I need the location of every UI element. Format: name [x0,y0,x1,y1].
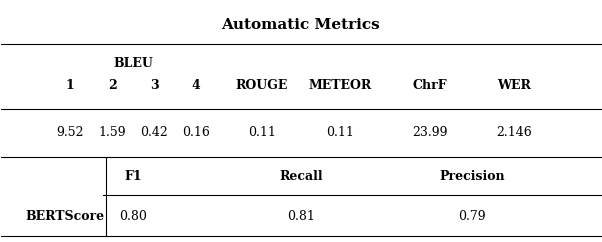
Text: 3: 3 [150,79,158,92]
Text: Recall: Recall [279,170,323,182]
Text: ChrF: ChrF [412,79,447,92]
Text: 0.11: 0.11 [248,127,276,139]
Text: 0.81: 0.81 [287,210,315,223]
Text: 9.52: 9.52 [57,127,84,139]
Text: Automatic Metrics: Automatic Metrics [222,18,380,32]
Text: 1.59: 1.59 [99,127,126,139]
Text: WER: WER [497,79,530,92]
Text: 2: 2 [108,79,117,92]
Text: 2.146: 2.146 [496,127,532,139]
Text: BERTScore: BERTScore [25,210,105,223]
Text: 0.42: 0.42 [140,127,168,139]
Text: 0.80: 0.80 [119,210,147,223]
Text: 0.11: 0.11 [326,127,354,139]
Text: 1: 1 [66,79,75,92]
Text: 4: 4 [192,79,200,92]
Text: Precision: Precision [439,170,504,182]
Text: 0.79: 0.79 [458,210,486,223]
Text: BLEU: BLEU [113,57,153,70]
Text: ROUGE: ROUGE [236,79,288,92]
Text: 0.16: 0.16 [182,127,210,139]
Text: METEOR: METEOR [308,79,371,92]
Text: 23.99: 23.99 [412,127,447,139]
Text: F1: F1 [125,170,142,182]
